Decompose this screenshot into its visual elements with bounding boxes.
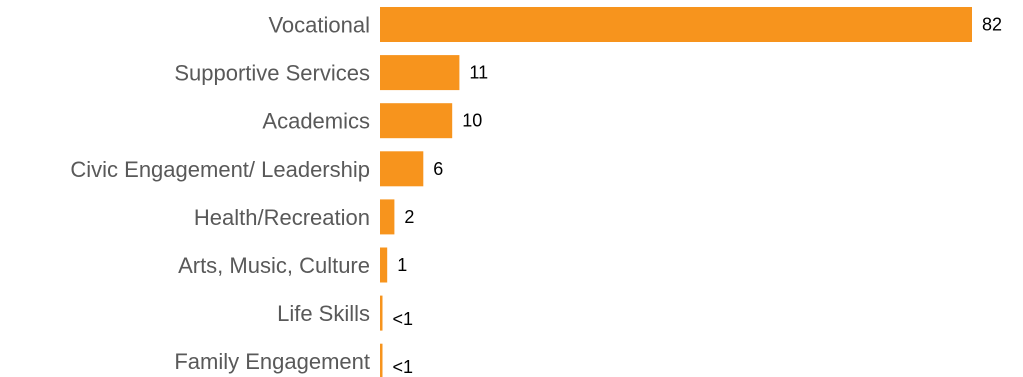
category-label: Arts, Music, Culture: [178, 253, 370, 278]
category-label: Academics: [262, 109, 370, 134]
bar: [380, 7, 972, 42]
category-label: Family Engagement: [174, 349, 370, 374]
value-label: 1: [397, 255, 407, 275]
value-label: <1: [393, 357, 414, 377]
value-label: <1: [393, 309, 414, 329]
value-label: 6: [433, 159, 443, 179]
value-label: 2: [404, 207, 414, 227]
bar: [380, 343, 383, 377]
category-label: Health/Recreation: [194, 205, 370, 230]
category-label: Vocational: [268, 13, 370, 38]
value-label: 11: [469, 63, 488, 83]
bar: [380, 199, 395, 235]
value-label: 82: [982, 15, 1002, 35]
value-label: 10: [462, 111, 482, 131]
category-label: Supportive Services: [174, 61, 370, 86]
bar: [380, 247, 388, 283]
category-label: Civic Engagement/ Leadership: [70, 157, 370, 182]
category-label: Life Skills: [277, 301, 370, 326]
bar: [380, 103, 453, 139]
bar: [380, 151, 424, 187]
bar: [380, 55, 460, 91]
bar: [380, 295, 383, 331]
